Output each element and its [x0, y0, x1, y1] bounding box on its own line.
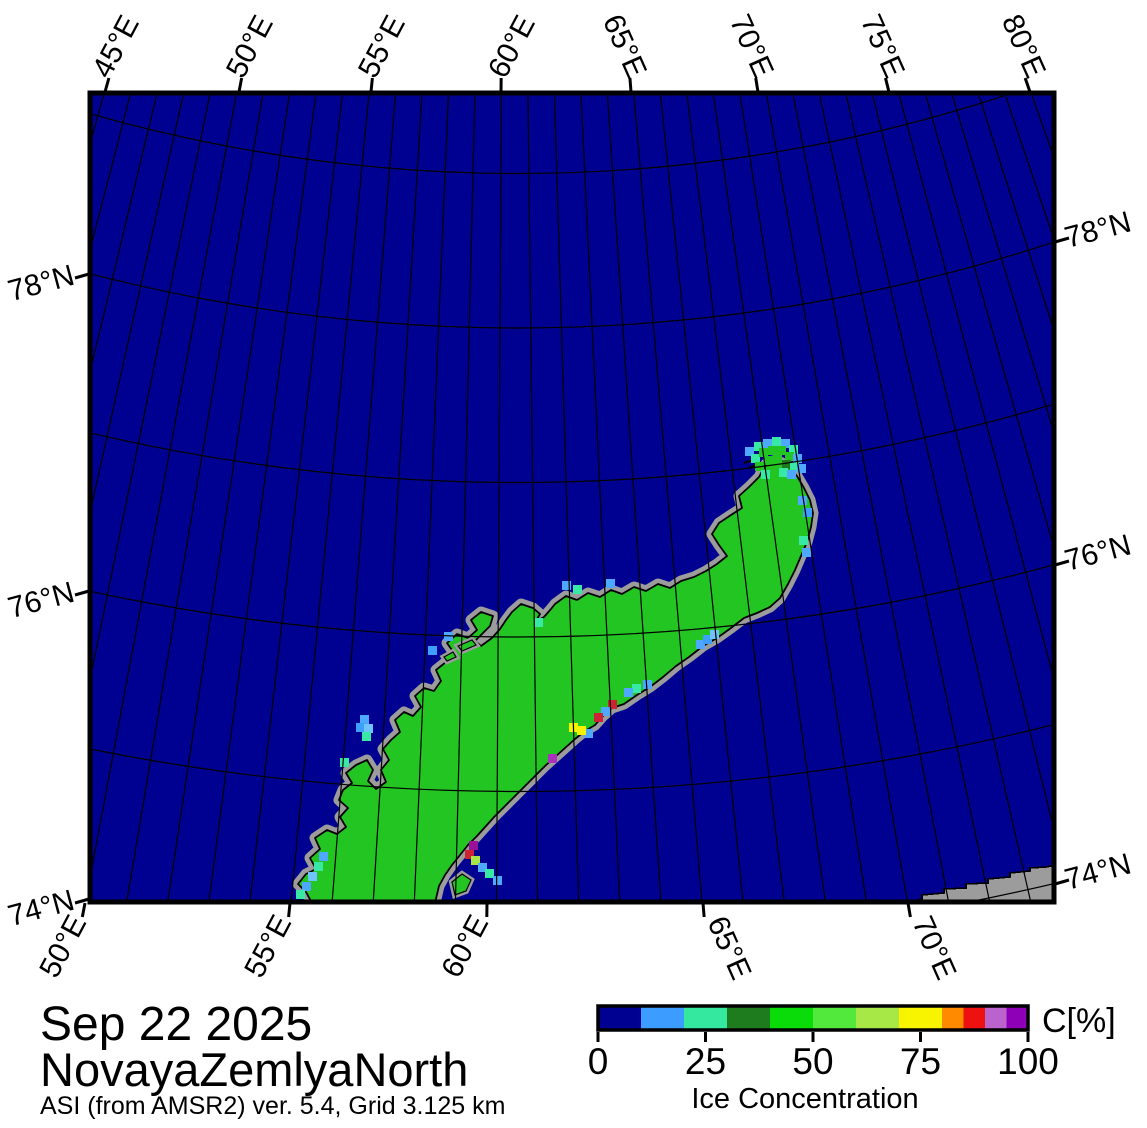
ice-pixel	[296, 890, 305, 899]
ice-pixel	[768, 446, 777, 455]
bottom-lon-label: 60°E	[435, 910, 495, 983]
ice-pixel	[485, 869, 494, 878]
ice-pixel	[785, 452, 794, 461]
colorbar-segment	[964, 1006, 986, 1030]
ice-pixel	[573, 585, 582, 594]
bottom-tick	[289, 903, 290, 917]
ice-pixel	[799, 536, 808, 545]
bottom-lon-label: 65°E	[701, 911, 758, 984]
ice-pixel	[314, 862, 323, 871]
colorbar-segment	[985, 1006, 1007, 1030]
ice-pixel	[770, 466, 779, 475]
colorbar-segment	[899, 1006, 942, 1030]
ice-pixel	[624, 688, 633, 697]
bottom-lon-label: 70°E	[906, 911, 963, 984]
ice-pixel	[577, 726, 586, 735]
ice-pixel	[534, 618, 543, 627]
ice-pixel	[319, 852, 328, 861]
ice-pixel	[782, 460, 791, 469]
ice-pixel	[548, 754, 557, 763]
ice-pixel	[751, 454, 760, 463]
ice-pixel	[773, 455, 782, 464]
ice-pixel	[469, 841, 478, 850]
top-tick	[371, 78, 372, 92]
left-lat-label: 76°N	[5, 576, 78, 625]
region-title: NovayaZemlyaNorth	[40, 1043, 468, 1096]
colorbar-segment	[942, 1006, 964, 1030]
colorbar-segment	[684, 1006, 727, 1030]
colorbar-segment	[727, 1006, 770, 1030]
colorbar-unit-label: C[%]	[1042, 1002, 1116, 1040]
colorbar-segment	[1007, 1006, 1029, 1030]
ice-pixel	[340, 758, 349, 767]
colorbar-segment	[598, 1006, 641, 1030]
colorbar-segment	[770, 1006, 813, 1030]
bottom-lon-label: 55°E	[238, 910, 298, 983]
colorbar-group: 0 25 50 75 100	[588, 1006, 1059, 1082]
top-tick	[630, 78, 631, 92]
top-lon-label: 55°E	[352, 10, 412, 83]
top-lon-label: 70°E	[723, 10, 780, 83]
ice-pixel	[362, 732, 371, 741]
ice-pixel	[779, 468, 788, 477]
left-tick	[75, 899, 89, 903]
ice-pixel	[594, 713, 603, 722]
right-lat-label: 78°N	[1061, 206, 1134, 255]
left-lat-label: 78°N	[5, 259, 78, 308]
colorbar-segment	[813, 1006, 856, 1030]
top-lon-label: 45°E	[86, 10, 146, 83]
ice-pixel	[356, 723, 365, 732]
ice-pixel	[787, 470, 796, 479]
right-lat-label: 74°N	[1061, 848, 1134, 897]
bottom-tick	[82, 903, 85, 917]
left-tick	[75, 274, 89, 278]
ice-pixel	[772, 437, 781, 446]
colorbar-tick-label: 25	[685, 1041, 726, 1082]
colorbar-segment	[641, 1006, 684, 1030]
colorbar-segment	[856, 1006, 899, 1030]
colorbar-tick-label: 50	[792, 1041, 833, 1082]
ice-pixel	[632, 684, 641, 693]
meridian-line	[0, 90, 52, 905]
top-lon-label: 80°E	[995, 10, 1052, 83]
bottom-tick	[908, 903, 910, 917]
product-subtitle: ASI (from AMSR2) ver. 5.4, Grid 3.125 km	[40, 1092, 505, 1120]
top-tick	[756, 78, 758, 92]
colorbar-axis-label: Ice Concentration	[691, 1083, 918, 1115]
top-lon-label: 65°E	[596, 10, 653, 83]
ice-pixel	[308, 872, 317, 881]
meridian-line	[0, 90, 79, 905]
right-lat-label: 76°N	[1061, 529, 1134, 578]
ice-pixel	[428, 646, 437, 655]
ocean-area	[90, 93, 1054, 902]
ice-pixel	[643, 680, 652, 689]
ice-pixel	[710, 630, 719, 639]
ice-pixel	[360, 715, 369, 724]
colorbar-tick-label: 75	[900, 1041, 941, 1082]
ice-pixel	[606, 579, 615, 588]
bottom-tick	[703, 903, 704, 917]
top-lon-label: 60°E	[482, 10, 542, 83]
colorbar-tick-label: 0	[588, 1041, 609, 1082]
ice-pixel	[777, 446, 786, 455]
ice-pixel	[802, 548, 811, 557]
ice-pixel	[493, 876, 502, 885]
ice-pixel	[764, 456, 773, 465]
ice-pixel	[302, 882, 311, 891]
top-lon-label: 75°E	[854, 10, 911, 83]
colorbar-tick-label: 100	[997, 1041, 1059, 1082]
left-tick	[75, 591, 89, 595]
ice-pixel	[364, 724, 373, 733]
top-lon-label: 50°E	[220, 10, 280, 83]
